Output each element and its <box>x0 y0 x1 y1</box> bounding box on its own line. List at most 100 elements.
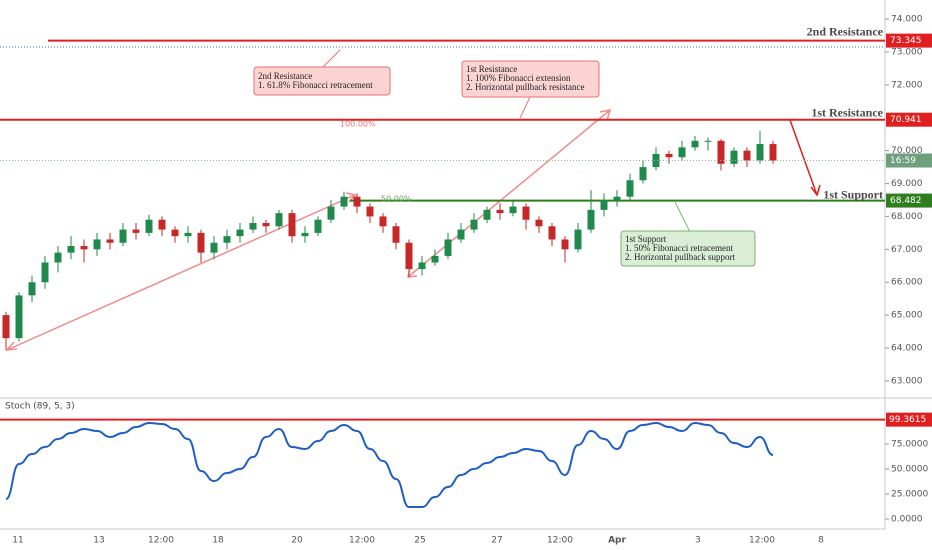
candle-body <box>132 229 140 233</box>
candle-body <box>600 199 608 210</box>
price-tag <box>886 412 932 427</box>
candle-body <box>158 219 166 230</box>
candle-body <box>249 223 257 230</box>
y-tick-label: 63.000 <box>891 376 923 386</box>
x-tick-label: 12:00 <box>349 536 375 546</box>
candle-body <box>561 239 569 250</box>
note-text: 1st Resistance <box>466 64 517 74</box>
y-tick-label: 65.000 <box>891 311 923 321</box>
candle-body <box>379 216 387 227</box>
candle-body <box>717 140 725 164</box>
price-tag-label: 99.3615 <box>889 415 926 425</box>
leader-line <box>519 96 531 119</box>
candle-body <box>756 144 764 161</box>
fib-label: 100.00% <box>340 120 376 129</box>
candle-body <box>470 219 478 230</box>
candle-body <box>574 229 582 250</box>
price-tag <box>886 193 932 208</box>
x-tick-label: 11 <box>12 536 23 546</box>
candle-body <box>353 196 361 207</box>
x-tick-label: 27 <box>491 536 502 546</box>
note-text: 2. Horizontal pullback support <box>625 252 735 262</box>
candle-body <box>145 219 153 233</box>
stoch-line <box>5 421 774 509</box>
y-tick-label: 73.000 <box>891 47 923 57</box>
candle-body <box>444 239 452 256</box>
price-tag-label: 68.482 <box>890 196 922 206</box>
level-title: 1st Support <box>823 187 883 201</box>
candle-body <box>613 196 621 200</box>
note-box <box>461 60 600 98</box>
x-tick-label: 8 <box>818 536 824 546</box>
candle-body <box>769 144 777 161</box>
candle-body <box>704 140 712 142</box>
note-text: 2. Horizontal pullback resistance <box>466 82 584 92</box>
y-tick-label: 0.0000 <box>891 515 923 525</box>
arrow-head <box>5 341 18 351</box>
indicator-title: Stoch (89, 5, 3) <box>5 402 75 412</box>
x-tick-label: Apr <box>608 536 626 546</box>
candle-body <box>522 206 530 220</box>
candle-body <box>171 229 179 237</box>
x-tick-label: 12:00 <box>148 536 174 546</box>
level-title: 1st Resistance <box>811 105 883 119</box>
y-tick-label: 68.000 <box>891 212 923 222</box>
y-tick-label: 72.000 <box>891 80 923 90</box>
leader-line <box>674 201 691 233</box>
candle-body <box>314 219 322 233</box>
y-tick-label: 75.0000 <box>891 440 928 450</box>
y-tick-label: 50.0000 <box>891 465 928 475</box>
note-text: 2nd Resistance <box>258 71 312 81</box>
candle-body <box>119 229 127 243</box>
note-text: 1. 100% Fibonacci extension <box>466 73 571 83</box>
y-tick-label: 69.000 <box>891 179 923 189</box>
note-box <box>620 230 756 267</box>
candle-body <box>652 153 660 168</box>
candle-body <box>288 213 296 237</box>
candle-body <box>405 242 413 270</box>
candle-body <box>28 282 36 296</box>
fib-arrow <box>407 109 611 278</box>
x-tick-label: 12:00 <box>547 536 573 546</box>
candle-body <box>210 242 218 253</box>
candle-body <box>236 229 244 237</box>
note-text: 1. 61.8% Fibonacci retracement <box>258 80 373 90</box>
fib-arrow <box>6 194 356 351</box>
note-box <box>253 66 391 96</box>
candle-body <box>106 239 114 243</box>
candle-body <box>743 150 751 161</box>
candle-body <box>509 206 517 214</box>
candle-body <box>587 209 595 230</box>
fib-label: 50.00% <box>381 195 412 204</box>
candle-body <box>184 232 192 237</box>
candle-body <box>678 147 686 158</box>
price-tag <box>886 153 932 168</box>
candle-body <box>548 226 556 240</box>
candle-body <box>418 262 426 270</box>
candle-body <box>301 232 309 237</box>
candle-body <box>392 226 400 243</box>
candle-body <box>535 219 543 227</box>
price-tag <box>886 112 932 127</box>
plot <box>0 39 885 350</box>
price-tag-label: 73.345 <box>890 36 922 46</box>
candle-body <box>275 213 283 227</box>
candle-body <box>496 209 504 214</box>
y-tick-label: 74.000 <box>891 15 923 25</box>
x-tick-label: 3 <box>695 536 701 546</box>
last-price-label: 16:59 <box>890 156 916 166</box>
candle-body <box>483 209 491 220</box>
candle-body <box>340 196 348 207</box>
y-tick-label: 66.000 <box>891 278 923 288</box>
x-tick-label: 25 <box>414 536 425 546</box>
candle-body <box>665 153 673 158</box>
candle-body <box>626 180 634 197</box>
arrow-head <box>599 109 612 121</box>
x-tick-label: 18 <box>212 536 224 546</box>
level-title: 2nd Resistance <box>807 24 884 38</box>
candle-body <box>41 262 49 283</box>
note-text: 1. 50% Fibonacci retracement <box>625 243 733 253</box>
arrow-head <box>810 184 821 197</box>
candle-body <box>366 206 374 217</box>
